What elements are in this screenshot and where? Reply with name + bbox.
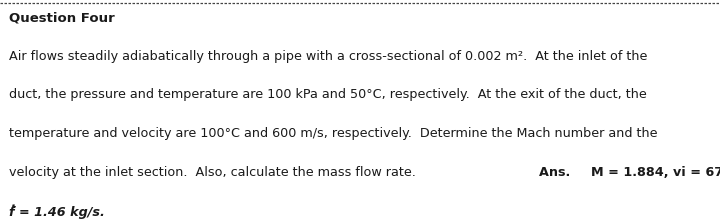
Text: ḟ̇ = 1.46 kg/s.: ḟ̇ = 1.46 kg/s.	[9, 204, 104, 219]
Text: Air flows steadily adiabatically through a pipe with a cross-sectional of 0.002 : Air flows steadily adiabatically through…	[9, 50, 647, 63]
Text: Ans.: Ans.	[539, 166, 579, 179]
Text: velocity at the inlet section.  Also, calculate the mass flow rate.: velocity at the inlet section. Also, cal…	[9, 166, 420, 179]
Text: Question Four: Question Four	[9, 11, 114, 24]
Text: duct, the pressure and temperature are 100 kPa and 50°C, respectively.  At the e: duct, the pressure and temperature are 1…	[9, 88, 647, 101]
Text: M = 1.884, vi = 678.7 m/s,: M = 1.884, vi = 678.7 m/s,	[590, 166, 720, 179]
Text: temperature and velocity are 100°C and 600 m/s, respectively.  Determine the Mac: temperature and velocity are 100°C and 6…	[9, 127, 657, 140]
